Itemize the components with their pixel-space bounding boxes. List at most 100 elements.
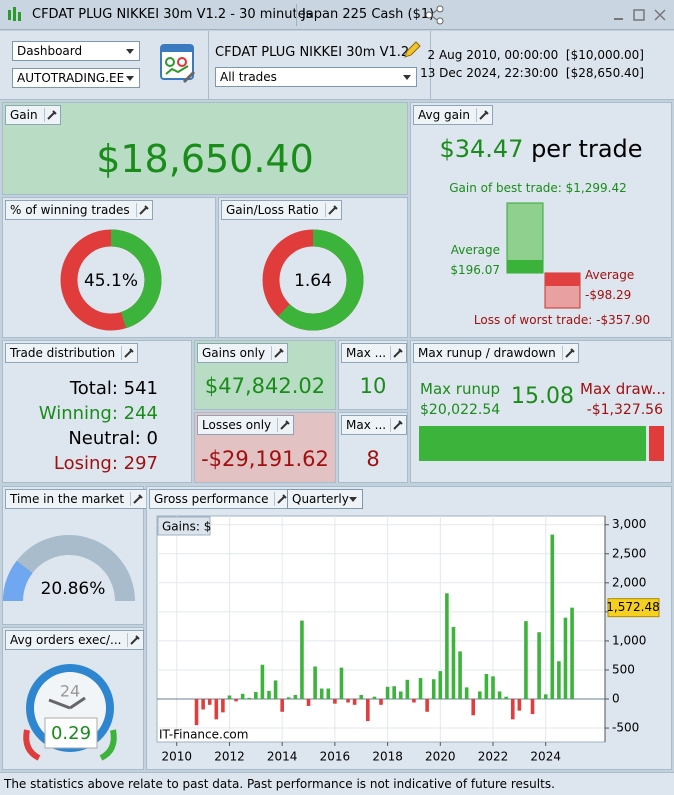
settings-icon[interactable]: [130, 492, 144, 506]
bar: [530, 699, 535, 715]
bar: [286, 697, 291, 700]
best-trade: Gain of best trade: $1,299.42: [449, 181, 627, 195]
settings-icon[interactable]: [43, 108, 58, 122]
distribution-panel: Trade distribution Total: 541 Winning: 2…: [2, 340, 192, 483]
y-tick-label: 0: [612, 692, 620, 706]
edit-icon[interactable]: [402, 40, 422, 60]
divider: [430, 31, 431, 100]
value: $47,842.02: [204, 374, 326, 398]
settings-icon[interactable]: [127, 633, 141, 647]
panel-header: Gain/Loss Ratio: [221, 200, 342, 220]
settings-icon[interactable]: [277, 418, 291, 432]
orders-panel: Avg orders exec/... 24 0.29: [2, 627, 145, 770]
bar: [405, 679, 410, 700]
bar: [333, 699, 337, 704]
drawdown-value: -$1,327.56: [586, 402, 663, 418]
bar: [425, 699, 429, 712]
bar: [352, 699, 357, 705]
toolbar: Dashboard AUTOTRADING.EE CFDAT PLUG NIKK…: [0, 31, 674, 100]
gain-loss-bars: [506, 202, 581, 309]
value-label: 1,572.48: [606, 600, 659, 614]
bar: [214, 699, 219, 720]
bar: [464, 687, 469, 700]
title-bar: CFDAT PLUG NIKKEI 30m V1.2 - 30 minutes …: [0, 0, 674, 30]
dashboard-icon[interactable]: [160, 44, 196, 84]
view-select[interactable]: Dashboard: [12, 41, 140, 61]
settings-icon[interactable]: [121, 346, 135, 360]
bar: [326, 688, 331, 700]
chart: 2010 2012 2014 2016 2018 2020 2022 2024 3,000 2,5…: [156, 515, 660, 764]
bar: [517, 699, 522, 711]
bar: [418, 678, 423, 700]
settings-icon[interactable]: [390, 346, 404, 360]
settings-icon[interactable]: [561, 346, 576, 360]
y-tick-label: 500: [612, 662, 635, 676]
x-tick-label: 2024: [530, 750, 561, 764]
end-balance: [$28,650.40]: [565, 66, 644, 80]
bar: [267, 690, 271, 700]
settings-icon[interactable]: [390, 418, 404, 432]
gain-panel: Gain $18,650.40: [2, 102, 408, 195]
share-icon[interactable]: [424, 5, 446, 25]
donut-label: 1.64: [294, 271, 332, 291]
divider: [296, 4, 297, 26]
x-tick-label: 2022: [478, 750, 509, 764]
start-date: 2 Aug 2010, 00:00:00: [427, 48, 559, 62]
panel-header: Max runup / drawdown: [413, 343, 579, 363]
settings-icon[interactable]: [135, 203, 150, 217]
panel-header: Gains only: [197, 343, 289, 363]
settings-icon[interactable]: [324, 203, 339, 217]
donut: 45.1%: [60, 229, 162, 331]
bar: [563, 617, 568, 700]
bar: [537, 632, 541, 700]
avg-win: $196.07: [450, 263, 500, 277]
account-select[interactable]: AUTOTRADING.EE: [12, 68, 140, 88]
time-panel: Time in the market 20.86%: [2, 486, 148, 625]
label: Avg gain: [418, 108, 470, 122]
label: Max ...: [346, 346, 387, 360]
runup-segment: [419, 426, 646, 461]
label: Gain/Loss Ratio: [226, 203, 319, 217]
bar: [207, 699, 212, 705]
settings-icon[interactable]: [475, 108, 490, 122]
avg-loss-label: Average: [585, 268, 635, 282]
bar: [398, 691, 403, 700]
panel-header: Max ...: [341, 415, 408, 435]
bar: [478, 691, 482, 700]
start-balance: [$10,000.00]: [565, 48, 644, 62]
value: 10: [359, 374, 387, 398]
worst-trade: Loss of worst trade: -$357.90: [473, 313, 651, 327]
settings-icon[interactable]: [274, 492, 288, 506]
donut-label: 45.1%: [84, 271, 138, 291]
x-tick-label: 2018: [372, 750, 403, 764]
bar: [339, 667, 344, 700]
avg-gain-line: $34.47 per trade: [411, 135, 671, 163]
losses-only-panel: Losses only -$29,191.62: [194, 412, 336, 483]
bar: [510, 699, 515, 720]
period-select[interactable]: Quarterly: [287, 489, 363, 509]
runup-value: $20,022.54: [420, 402, 501, 418]
y-tick-label: 1,000: [612, 633, 646, 647]
drawdown-segment: [648, 426, 664, 461]
bar: [194, 699, 199, 726]
clock-text: 24: [60, 682, 80, 701]
label: % of winning trades: [10, 203, 130, 217]
x-tick-label: 2014: [267, 750, 298, 764]
window-buttons[interactable]: [612, 8, 668, 22]
label: Losses only: [202, 418, 272, 432]
bar: [504, 696, 508, 700]
bar: [451, 626, 456, 700]
donut: 1.64: [262, 229, 364, 331]
bar: [319, 688, 324, 700]
trade-filter[interactable]: All trades: [215, 67, 417, 87]
max-wins-panel: Max ... 10: [338, 340, 408, 410]
divider: [208, 31, 209, 100]
neutral: Neutral: 0: [68, 428, 158, 449]
bar: [458, 651, 462, 700]
settings-icon[interactable]: [271, 346, 285, 360]
bar: [254, 692, 258, 700]
label: Max ...: [346, 418, 387, 432]
label: Max runup / drawdown: [418, 346, 556, 360]
y-tick-label: -500: [612, 721, 639, 735]
